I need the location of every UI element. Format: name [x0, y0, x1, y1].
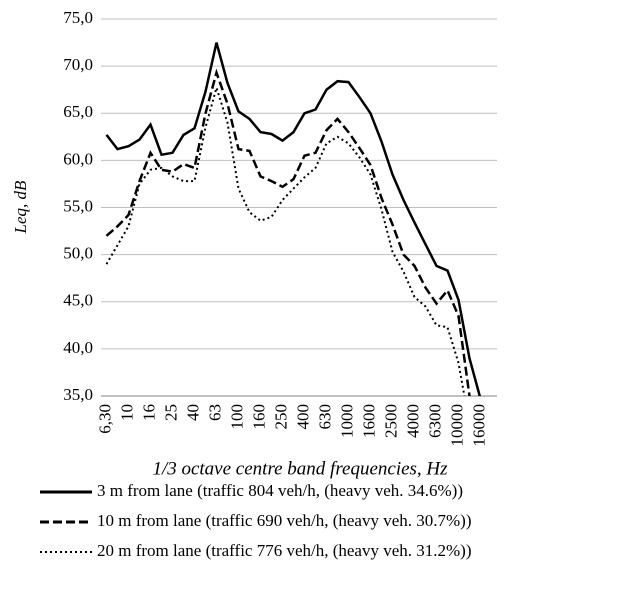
y-tick-label: 60,0: [63, 149, 93, 168]
legend-label: 20 m from lane (traffic 776 veh/h, (heav…: [97, 541, 472, 560]
legend-label: 3 m from lane (traffic 804 veh/h, (heavy…: [97, 481, 463, 500]
x-tick-label: 250: [271, 404, 290, 430]
series-line: [105, 68, 471, 396]
plot-area: [105, 42, 482, 396]
y-tick-label: 55,0: [63, 196, 93, 215]
x-tick-label: 100: [227, 404, 246, 430]
x-tick-label: 1600: [359, 404, 378, 438]
x-tick-label: 6300: [425, 404, 444, 438]
y-tick-label: 75,0: [63, 8, 93, 27]
x-tick-label: 40: [183, 404, 202, 421]
x-tick-label: 63: [205, 404, 224, 421]
x-tick-label: 25: [161, 404, 180, 421]
y-tick-label: 35,0: [63, 385, 93, 404]
y-tick-label: 70,0: [63, 55, 93, 74]
x-tick-label: 6,30: [95, 404, 114, 434]
series-line: [105, 84, 466, 396]
x-axis-title: 1/3 octave centre band frequencies, Hz: [152, 458, 448, 479]
legend-label: 10 m from lane (traffic 690 veh/h, (heav…: [97, 511, 472, 530]
series-line: [105, 42, 482, 396]
x-tick-label: 4000: [403, 404, 422, 438]
y-tick-label: 65,0: [63, 102, 93, 121]
y-tick-label: 50,0: [63, 244, 93, 263]
x-tick-label: 10: [117, 404, 136, 421]
x-tick-label: 630: [315, 404, 334, 430]
y-tick-label: 40,0: [63, 338, 93, 357]
x-tick-label: 160: [249, 404, 268, 430]
x-tick-label: 16000: [469, 404, 488, 447]
x-tick-label: 1000: [337, 404, 356, 438]
x-tick-label: 2500: [381, 404, 400, 438]
x-tick-label: 16: [139, 404, 158, 421]
x-tick-label: 400: [293, 404, 312, 430]
y-axis-title: Leq, dB: [11, 180, 30, 235]
y-tick-label: 45,0: [63, 291, 93, 310]
x-tick-label: 10000: [447, 404, 466, 447]
